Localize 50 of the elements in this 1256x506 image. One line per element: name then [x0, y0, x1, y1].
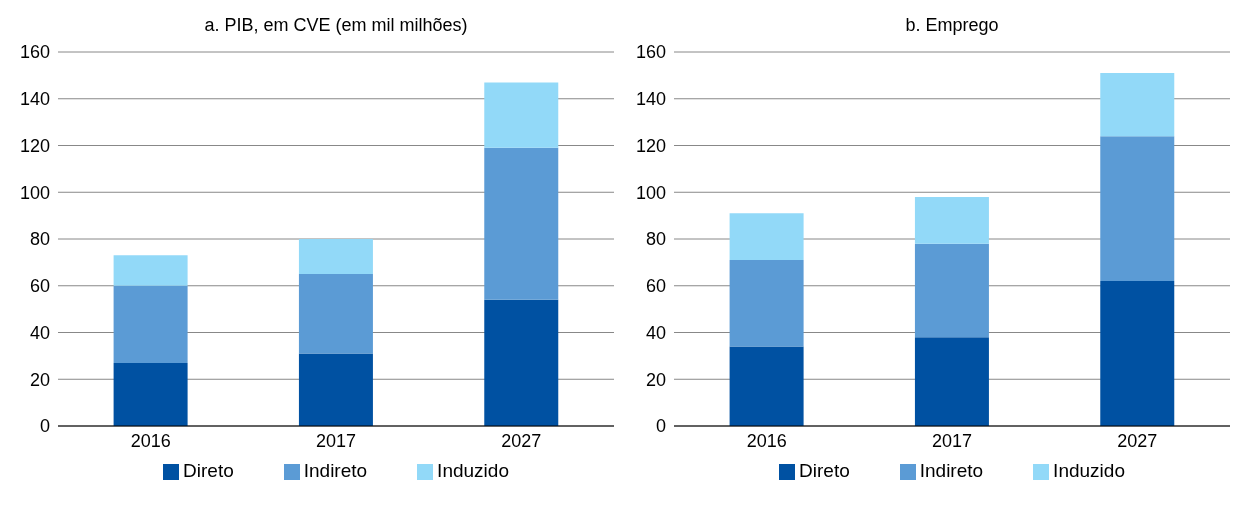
bar: [113, 362, 188, 426]
legend-label: Direto: [799, 460, 850, 481]
bar: [484, 82, 559, 148]
bar: [484, 147, 559, 300]
y-tick-label: 160: [19, 42, 50, 63]
y-tick-label: 100: [635, 182, 666, 203]
chart-title: b. Emprego: [904, 14, 1000, 37]
legend-label: Induzido: [437, 460, 509, 481]
y-tick-label: 0: [655, 416, 666, 437]
legend-label: Indireto: [303, 460, 368, 481]
x-tick-label: 2027: [501, 430, 542, 451]
bar: [113, 285, 188, 363]
y-tick-label: 140: [635, 89, 666, 110]
bar: [298, 353, 373, 426]
y-tick-label: 140: [19, 89, 50, 110]
bar: [914, 243, 989, 338]
y-tick-label: 120: [635, 135, 666, 156]
bar: [298, 274, 373, 354]
y-tick-label: 80: [29, 229, 50, 250]
legend-label: Indireto: [919, 460, 984, 481]
y-tick-label: 60: [645, 276, 666, 297]
bar: [914, 196, 989, 244]
bar: [914, 337, 989, 426]
y-tick-label: 120: [19, 135, 50, 156]
y-tick-label: 80: [645, 229, 666, 250]
x-tick-label: 2016: [130, 430, 171, 451]
x-tick-label: 2016: [746, 430, 787, 451]
bar: [729, 213, 804, 261]
legend-label: Induzido: [1053, 460, 1125, 481]
y-tick-label: 40: [29, 322, 50, 343]
bar: [113, 255, 188, 286]
bar: [1100, 73, 1175, 137]
chart-title: a. PIB, em CVE (em mil milhões): [203, 14, 469, 37]
y-tick-label: 160: [635, 42, 666, 63]
bar: [298, 239, 373, 275]
bar: [1100, 281, 1175, 426]
y-tick-label: 20: [645, 369, 666, 390]
y-tick-label: 40: [645, 322, 666, 343]
y-tick-label: 60: [29, 276, 50, 297]
y-tick-label: 100: [19, 182, 50, 203]
x-tick-label: 2017: [931, 430, 973, 451]
bar: [729, 260, 804, 347]
legend-label: Direto: [183, 460, 234, 481]
x-tick-label: 2027: [1117, 430, 1158, 451]
x-tick-label: 2017: [315, 430, 357, 451]
bar: [1100, 136, 1175, 282]
bar: [484, 299, 559, 426]
y-tick-label: 0: [39, 416, 50, 437]
y-tick-label: 20: [29, 369, 50, 390]
bar: [729, 346, 804, 426]
